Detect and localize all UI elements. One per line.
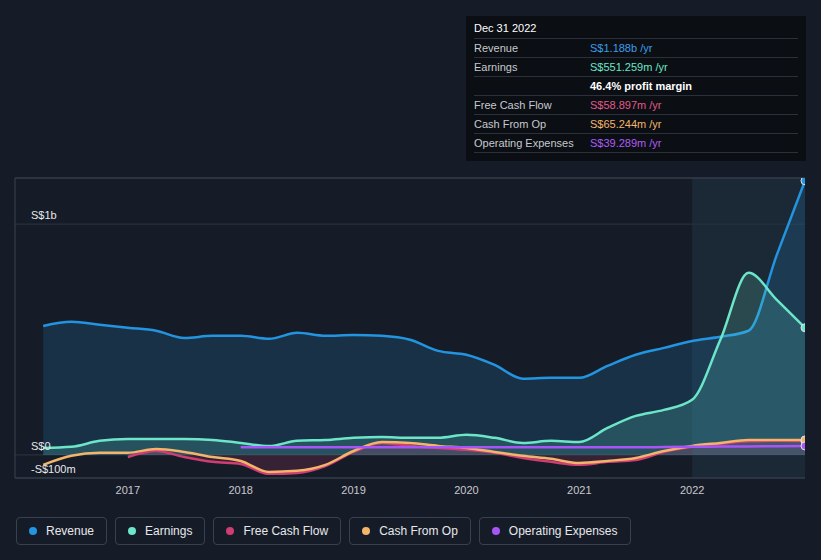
svg-text:2017: 2017 <box>116 484 140 496</box>
html-text:46.4% profit margin: 46.4% profit margin <box>590 80 693 92</box>
html-text:Revenue: Revenue <box>46 524 94 538</box>
html-text:Dec 31 2022: Dec 31 2022 <box>474 22 537 34</box>
html-text:Cash From Op: Cash From Op <box>379 524 458 538</box>
html-text:S$65.244m /yr: S$65.244m /yr <box>590 118 662 130</box>
html-text:Free Cash Flow: Free Cash Flow <box>474 99 552 111</box>
svg-text:S$0: S$0 <box>31 440 51 452</box>
html-text:Earnings: Earnings <box>145 524 193 538</box>
html-text:Cash From Op: Cash From Op <box>474 118 547 130</box>
html-text:Revenue: Revenue <box>474 42 518 54</box>
svg-text:S$1b: S$1b <box>31 209 57 221</box>
svg-text:2019: 2019 <box>341 484 365 496</box>
html-text:S$39.289m /yr: S$39.289m /yr <box>590 137 662 149</box>
html-text:S$58.897m /yr: S$58.897m /yr <box>590 99 662 111</box>
html-text:Operating Expenses: Operating Expenses <box>474 137 574 149</box>
svg-text:2022: 2022 <box>680 484 704 496</box>
html-text:Free Cash Flow: Free Cash Flow <box>243 524 329 538</box>
html-text:Operating Expenses: Operating Expenses <box>508 524 618 538</box>
svg-text:2018: 2018 <box>228 484 252 496</box>
svg-text:2020: 2020 <box>454 484 478 496</box>
html-text:S$1.188b /yr: S$1.188b /yr <box>590 42 653 54</box>
svg-text:2021: 2021 <box>567 484 591 496</box>
svg-text:-S$100m: -S$100m <box>31 463 76 475</box>
html-text:S$551.259m /yr: S$551.259m /yr <box>590 61 668 73</box>
html-text:Earnings: Earnings <box>474 61 518 73</box>
